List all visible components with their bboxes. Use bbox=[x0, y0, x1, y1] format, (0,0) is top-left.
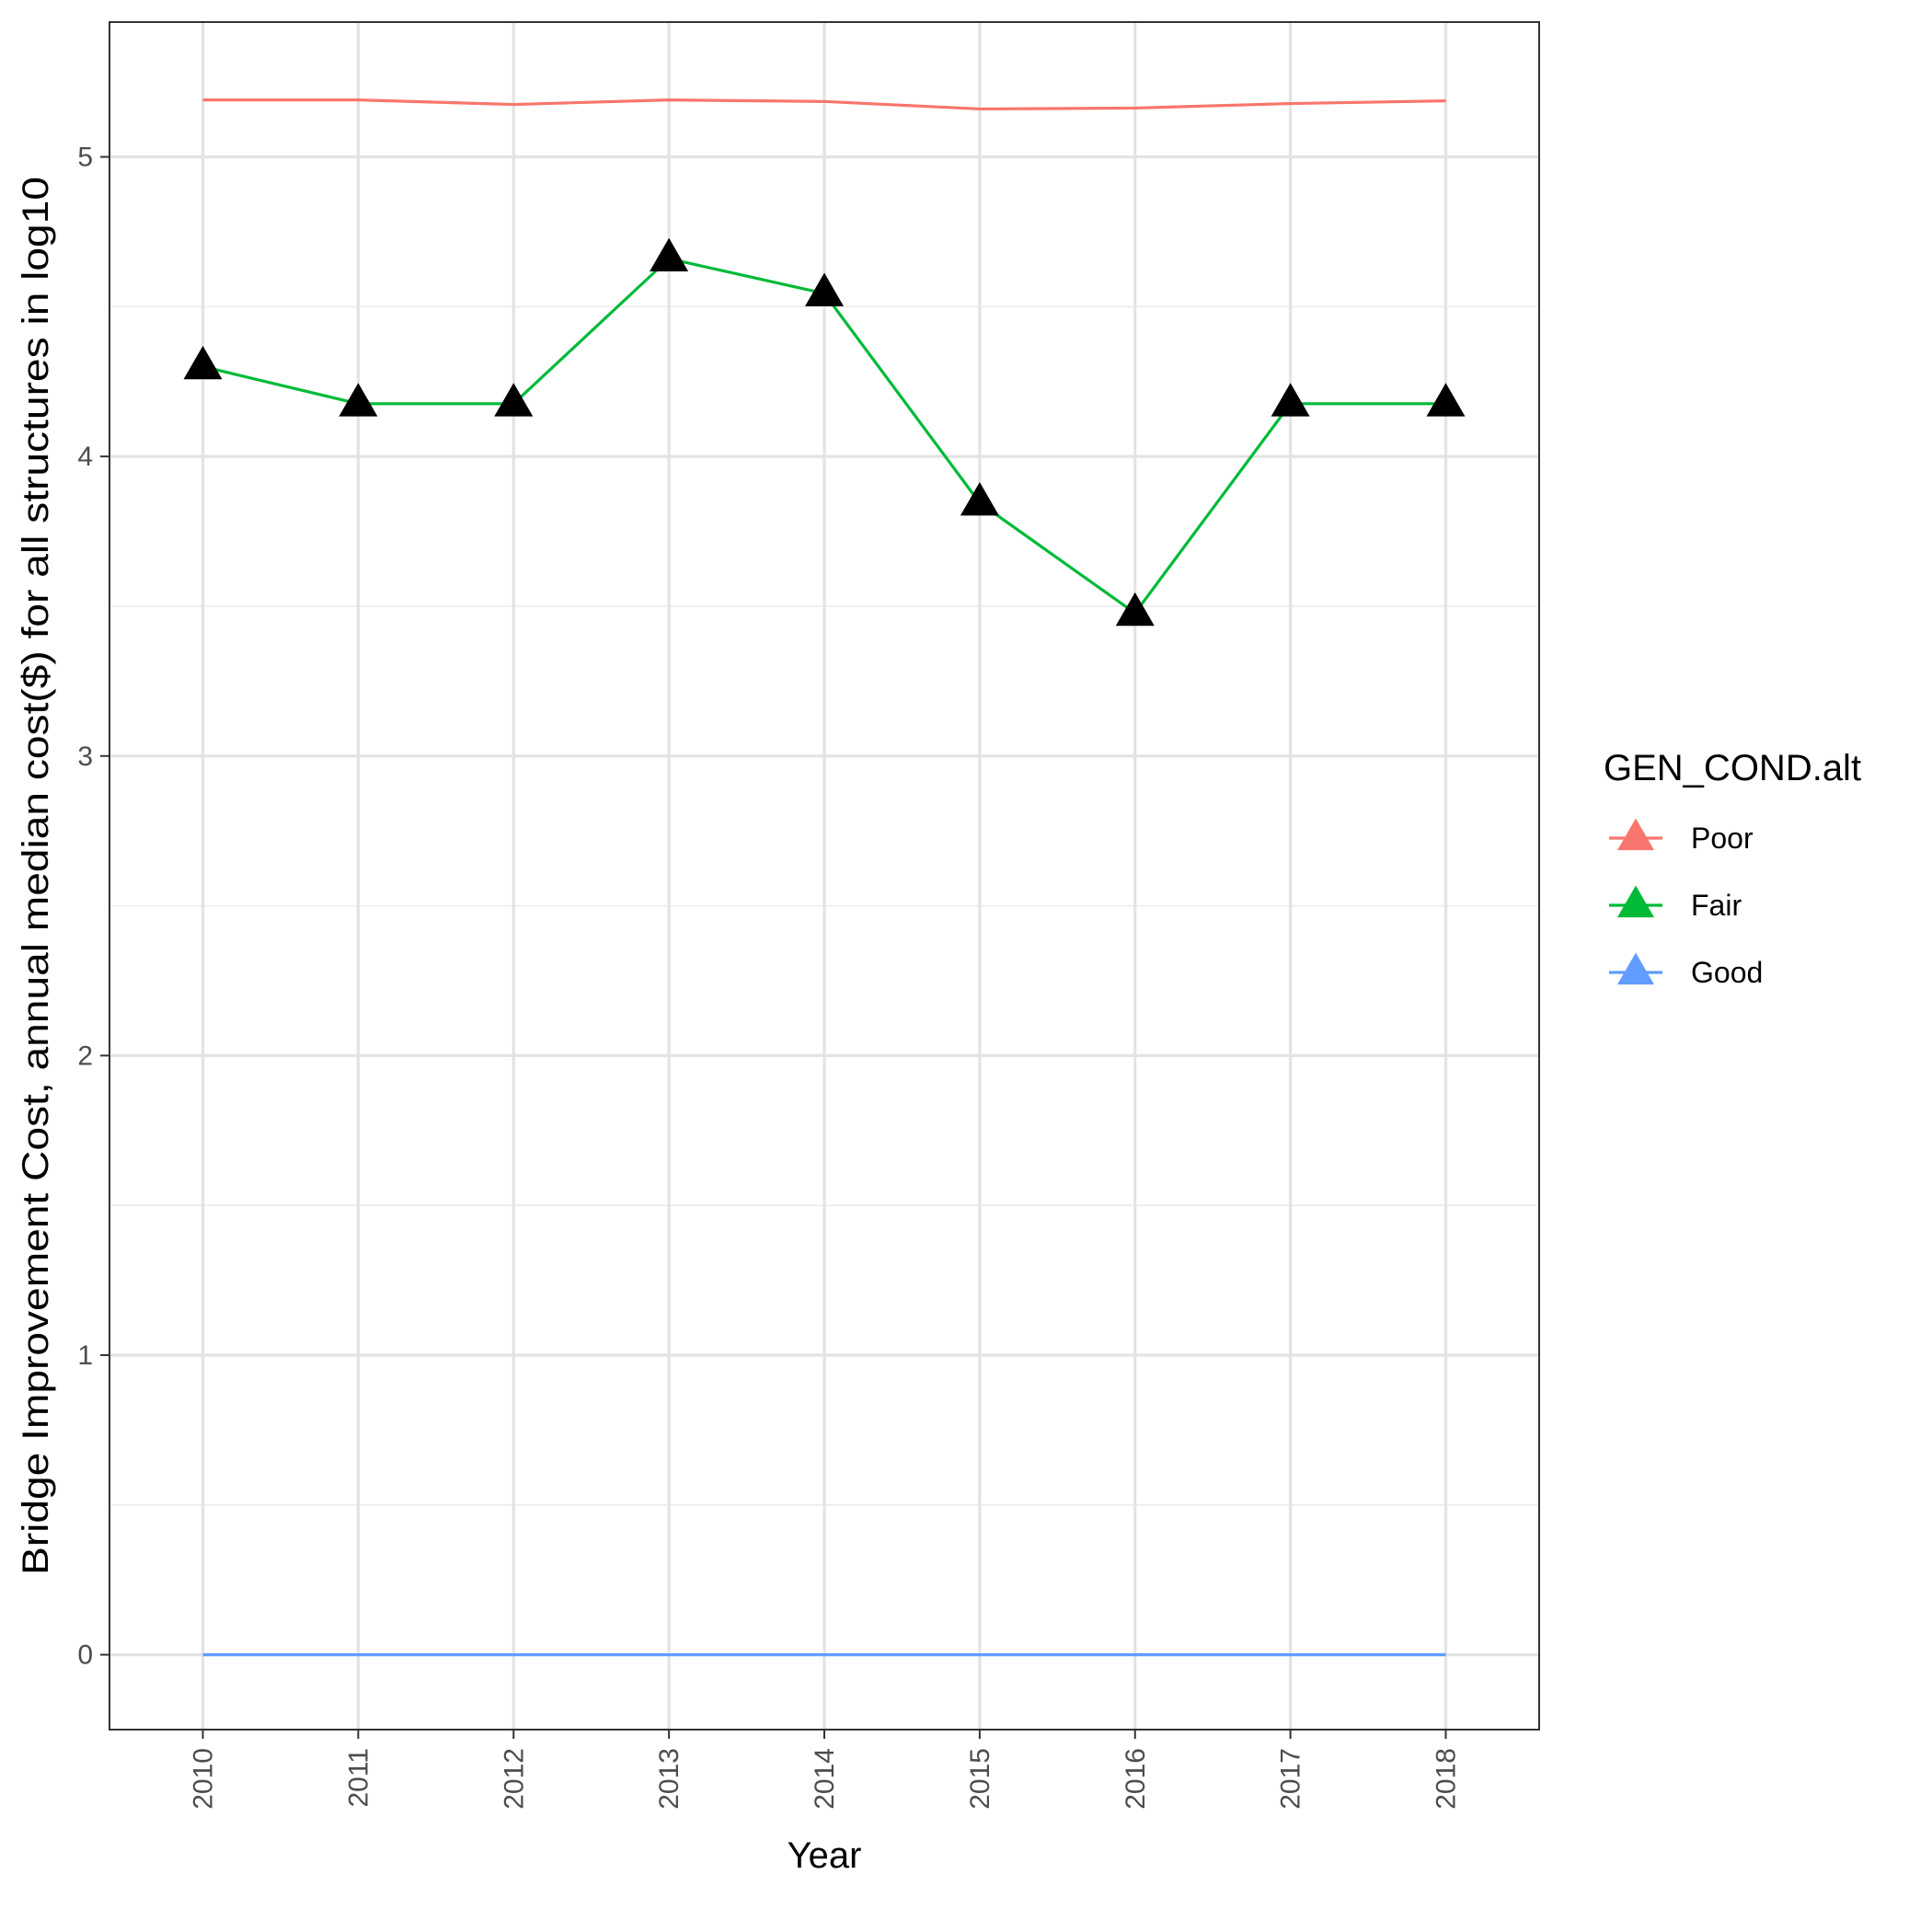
y-tick-label: 0 bbox=[77, 1640, 93, 1671]
legend-key-fair bbox=[1609, 885, 1662, 918]
x-tick-label: 2010 bbox=[189, 1748, 219, 1810]
y-tick-label: 3 bbox=[77, 742, 93, 772]
y-tick-label: 1 bbox=[77, 1340, 93, 1371]
legend: GEN_COND.alt Poor Fair Good bbox=[1604, 748, 1861, 989]
x-tick-label: 2015 bbox=[965, 1748, 995, 1810]
x-tick-label: 2017 bbox=[1276, 1748, 1306, 1810]
y-tick-label: 2 bbox=[77, 1041, 93, 1071]
legend-label-poor: Poor bbox=[1691, 822, 1754, 855]
y-tick-label: 5 bbox=[77, 143, 93, 173]
legend-title: GEN_COND.alt bbox=[1604, 748, 1861, 788]
x-axis-title: Year bbox=[788, 1835, 862, 1876]
y-tick-label: 4 bbox=[77, 442, 93, 472]
data-point-fair bbox=[805, 272, 844, 306]
legend-key-poor bbox=[1609, 818, 1662, 851]
major-gridlines bbox=[109, 22, 1539, 1730]
legend-label-fair: Fair bbox=[1691, 889, 1742, 922]
marker-layer bbox=[183, 237, 1466, 627]
y-axis-title: Bridge Improvement Cost, annual median c… bbox=[16, 177, 56, 1575]
x-tick-label: 2016 bbox=[1121, 1748, 1151, 1810]
x-tick-label: 2011 bbox=[343, 1748, 374, 1808]
data-point-fair bbox=[1271, 383, 1310, 417]
legend-key-marker bbox=[1617, 818, 1654, 851]
data-point-fair bbox=[339, 383, 378, 417]
data-point-fair bbox=[1426, 383, 1466, 417]
data-point-fair bbox=[650, 237, 689, 272]
data-point-fair bbox=[960, 482, 999, 516]
x-tick-label: 2014 bbox=[810, 1748, 840, 1810]
series-line-poor bbox=[202, 98, 1446, 111]
data-point-fair bbox=[183, 345, 223, 380]
legend-key-marker bbox=[1617, 952, 1654, 985]
y-axis-ticks: 0 1 2 3 4 5 bbox=[77, 143, 109, 1671]
x-tick-label: 2018 bbox=[1432, 1748, 1462, 1810]
legend-key-good bbox=[1609, 952, 1662, 985]
x-tick-label: 2013 bbox=[654, 1748, 684, 1810]
x-axis-ticks: 2010 2011 2012 2013 2014 2015 2016 2017 2018 bbox=[189, 1730, 1462, 1810]
data-point-fair bbox=[1115, 592, 1155, 627]
legend-key-marker bbox=[1617, 885, 1654, 918]
data-point-fair bbox=[494, 383, 534, 417]
x-tick-label: 2012 bbox=[499, 1748, 529, 1810]
legend-label-good: Good bbox=[1691, 956, 1763, 989]
